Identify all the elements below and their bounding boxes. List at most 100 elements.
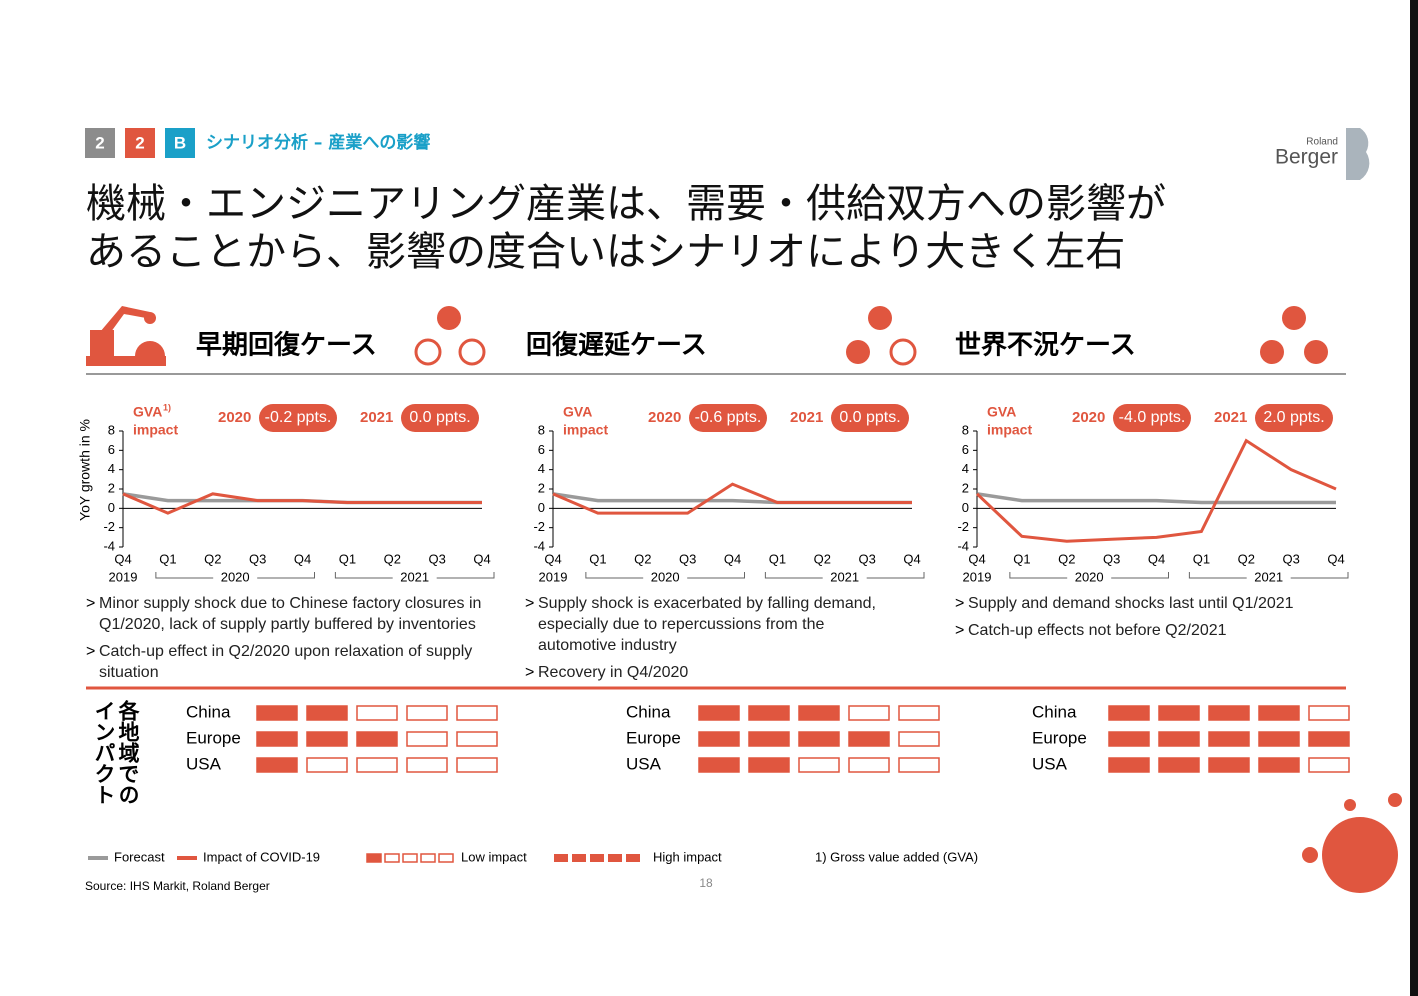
bullet-text: Catch-up effect in Q2/2020 upon relaxati… <box>99 643 472 660</box>
legend-low <box>366 853 454 863</box>
gva-label: impact <box>133 422 178 438</box>
pill <box>259 404 337 432</box>
impact-box <box>748 757 790 773</box>
source: Source: IHS Markit, Roland Berger <box>85 879 270 893</box>
bullet-text: Q1/2020, lack of supply partly buffered … <box>99 616 476 633</box>
impact-box <box>1308 705 1350 721</box>
impact-box <box>798 705 840 721</box>
legend-label: High impact <box>653 849 722 864</box>
impact-box <box>306 731 348 747</box>
y-tick-label: -4 <box>957 538 969 553</box>
y-tick-label: -2 <box>533 519 545 534</box>
badge <box>125 128 155 158</box>
badge-text: 2 <box>95 133 104 152</box>
x-tick-label: Q2 <box>1058 551 1075 566</box>
section: シナリオ分析 – 産業への影響 <box>206 132 430 153</box>
y-tick-label: 8 <box>108 422 115 437</box>
x-tick-label: Q2 <box>814 551 831 566</box>
x-group-label: 2021 <box>400 569 429 584</box>
annotation-value: -0.2 ppts. <box>265 409 332 426</box>
scenario: 世界不況ケース <box>955 331 1136 361</box>
impact-box <box>1258 731 1300 747</box>
x-tick-label: Q1 <box>339 551 356 566</box>
x-tick-label: Q4 <box>114 551 131 566</box>
y-tick-label: 6 <box>538 442 545 457</box>
y-tick-label: 0 <box>108 500 115 515</box>
impact-box <box>798 757 840 773</box>
logo: Berger <box>1275 146 1338 169</box>
bracket <box>1009 572 1169 579</box>
impact-box <box>1108 757 1150 773</box>
x-tick-label: Q4 <box>294 551 311 566</box>
series-line <box>552 482 912 515</box>
scenario: 回復遅延ケース <box>526 330 707 361</box>
impact-box <box>306 757 348 773</box>
bullet-text: situation <box>99 664 159 681</box>
gva-sup: 1) <box>163 402 171 412</box>
x-tick-label: Q1 <box>1013 551 1030 566</box>
y-tick-label: 6 <box>108 442 115 457</box>
region-name: China <box>186 702 231 721</box>
impact-box <box>1308 731 1350 747</box>
bullet-text: Supply and demand shocks last until Q1/2… <box>968 595 1294 612</box>
bracket <box>585 572 745 579</box>
x-tick-label: Q1 <box>159 551 176 566</box>
impact-box <box>848 705 890 721</box>
annotation-value: -4.0 ppts. <box>1119 409 1186 426</box>
impact-box <box>1108 705 1150 721</box>
regions-title: 各地域での <box>116 699 141 805</box>
bracket <box>155 572 315 579</box>
impact-box <box>898 757 940 773</box>
impact-box <box>406 731 448 747</box>
regions-title: インパクト <box>92 700 116 805</box>
impact-box <box>1208 757 1250 773</box>
impact-box <box>256 705 298 721</box>
impact-box <box>1208 731 1250 747</box>
gva-label: GVA <box>133 404 162 420</box>
annotation-value: 0.0 ppts. <box>409 409 470 426</box>
impact-box <box>848 757 890 773</box>
bracket <box>334 572 495 579</box>
annotation-value: 0.0 ppts. <box>839 409 900 426</box>
pill <box>401 404 479 432</box>
x-group-label: 2021 <box>1254 569 1283 584</box>
x-group-label: 2021 <box>830 569 859 584</box>
impact-box <box>848 731 890 747</box>
bullet-marker: > <box>86 595 95 612</box>
impact-box <box>356 705 398 721</box>
impact-box <box>1308 757 1350 773</box>
y-tick-label: 0 <box>962 500 969 515</box>
impact-box <box>748 731 790 747</box>
title: あることから、影響の度合いはシナリオにより大きく左右 <box>86 229 1125 275</box>
impact-box <box>456 731 498 747</box>
bullet-marker: > <box>86 643 95 660</box>
y-tick-label: 4 <box>962 461 969 476</box>
impact-box <box>456 757 498 773</box>
x-group-label: 2019 <box>539 569 568 584</box>
impact-box <box>406 757 448 773</box>
x-group-label: 2020 <box>651 569 680 584</box>
gva-label: GVA <box>563 404 592 420</box>
y-tick-label: -4 <box>103 538 115 553</box>
x-tick-label: Q4 <box>724 551 741 566</box>
bullet-text: automotive industry <box>538 637 677 654</box>
impact-box <box>1158 757 1200 773</box>
page-number: 18 <box>699 876 713 890</box>
region-name: Europe <box>186 728 241 747</box>
bracket <box>764 572 925 579</box>
y-tick-label: -2 <box>957 519 969 534</box>
impact-box <box>1108 731 1150 747</box>
impact-box <box>798 731 840 747</box>
region-name: China <box>626 702 671 721</box>
impact-box <box>1158 731 1200 747</box>
bullet-text: Recovery in Q4/2020 <box>538 664 688 681</box>
bullet-marker: > <box>955 622 964 639</box>
gva-label: impact <box>563 422 608 438</box>
legend-label: Impact of COVID-19 <box>203 849 320 864</box>
x-tick-label: Q3 <box>1103 551 1120 566</box>
impact-box <box>698 757 740 773</box>
impact-box <box>356 757 398 773</box>
y-tick-label: 2 <box>962 480 969 495</box>
impact-box <box>748 705 790 721</box>
pill <box>689 404 767 432</box>
